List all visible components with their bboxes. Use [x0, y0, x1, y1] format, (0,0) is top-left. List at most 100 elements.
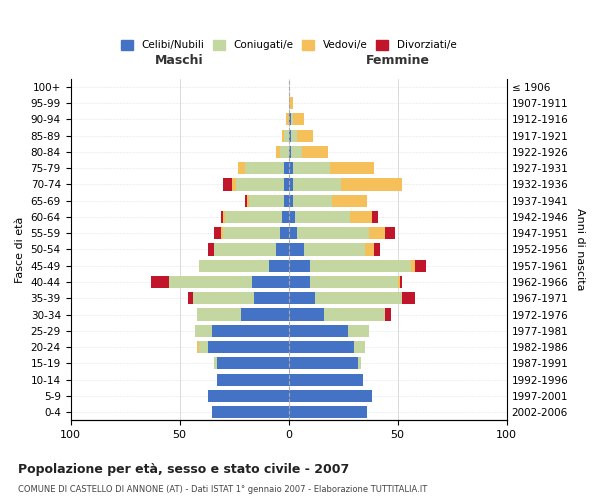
Bar	[269, 260, 289, 272]
Bar	[289, 357, 358, 370]
Text: Popolazione per età, sesso e stato civile - 2007: Popolazione per età, sesso e stato civil…	[18, 462, 349, 475]
Bar	[291, 146, 302, 158]
Bar	[295, 211, 350, 223]
Bar	[289, 130, 291, 141]
Bar	[385, 227, 395, 239]
Bar	[289, 292, 315, 304]
Bar	[226, 211, 282, 223]
Text: Femmine: Femmine	[365, 54, 430, 68]
Text: Maschi: Maschi	[155, 54, 204, 68]
Bar	[347, 324, 370, 337]
Bar	[293, 114, 304, 126]
Bar	[275, 244, 289, 256]
Bar	[245, 162, 284, 174]
Bar	[289, 146, 291, 158]
Bar	[289, 194, 293, 207]
Bar	[195, 324, 212, 337]
Bar	[214, 244, 275, 256]
Bar	[247, 194, 250, 207]
Bar	[365, 244, 374, 256]
Bar	[208, 390, 289, 402]
Bar	[232, 178, 236, 190]
Bar	[289, 244, 304, 256]
Bar	[217, 374, 289, 386]
Bar	[286, 114, 289, 126]
Bar	[341, 178, 402, 190]
Bar	[289, 114, 291, 126]
Bar	[302, 146, 328, 158]
Bar	[214, 227, 221, 239]
Bar	[323, 308, 385, 320]
Bar	[208, 341, 289, 353]
Bar	[289, 324, 347, 337]
Bar	[298, 227, 370, 239]
Bar	[289, 406, 367, 418]
Bar	[293, 178, 341, 190]
Bar	[169, 276, 251, 288]
Bar	[289, 341, 354, 353]
Bar	[400, 276, 402, 288]
Bar	[310, 260, 411, 272]
Bar	[214, 357, 217, 370]
Bar	[238, 162, 245, 174]
Bar	[411, 260, 415, 272]
Bar	[289, 97, 293, 109]
Bar	[298, 130, 313, 141]
Bar	[370, 227, 385, 239]
Bar	[289, 276, 310, 288]
Text: COMUNE DI CASTELLO DI ANNONE (AT) - Dati ISTAT 1° gennaio 2007 - Elaborazione TU: COMUNE DI CASTELLO DI ANNONE (AT) - Dati…	[18, 486, 427, 494]
Bar	[415, 260, 426, 272]
Bar	[350, 211, 371, 223]
Bar	[208, 244, 214, 256]
Bar	[212, 406, 289, 418]
Bar	[284, 194, 289, 207]
Bar	[197, 341, 199, 353]
Bar	[223, 178, 232, 190]
Bar	[250, 194, 284, 207]
Bar	[251, 276, 289, 288]
Bar	[223, 227, 280, 239]
Bar	[332, 194, 367, 207]
Bar	[221, 211, 223, 223]
Bar	[374, 244, 380, 256]
Bar	[236, 178, 284, 190]
Bar	[217, 357, 289, 370]
Bar	[284, 162, 289, 174]
Bar	[199, 260, 269, 272]
Bar	[291, 114, 293, 126]
Bar	[398, 276, 400, 288]
Bar	[223, 211, 226, 223]
Bar	[282, 211, 289, 223]
Bar	[358, 357, 361, 370]
Bar	[315, 292, 402, 304]
Bar	[289, 260, 310, 272]
Bar	[280, 227, 289, 239]
Y-axis label: Fasce di età: Fasce di età	[15, 216, 25, 282]
Bar	[289, 162, 293, 174]
Bar	[402, 292, 415, 304]
Bar	[291, 130, 298, 141]
Y-axis label: Anni di nascita: Anni di nascita	[575, 208, 585, 290]
Bar	[289, 178, 293, 190]
Bar	[293, 162, 330, 174]
Bar	[245, 194, 247, 207]
Bar	[284, 178, 289, 190]
Bar	[354, 341, 365, 353]
Bar	[221, 227, 223, 239]
Bar	[280, 146, 289, 158]
Bar	[199, 341, 208, 353]
Legend: Celibi/Nubili, Coniugati/e, Vedovi/e, Divorziati/e: Celibi/Nubili, Coniugati/e, Vedovi/e, Di…	[116, 36, 461, 54]
Bar	[293, 194, 332, 207]
Bar	[289, 374, 363, 386]
Bar	[289, 390, 371, 402]
Bar	[212, 324, 289, 337]
Bar	[193, 292, 254, 304]
Bar	[254, 292, 289, 304]
Bar	[289, 211, 295, 223]
Bar	[275, 146, 280, 158]
Bar	[304, 244, 365, 256]
Bar	[151, 276, 169, 288]
Bar	[289, 227, 298, 239]
Bar	[310, 276, 398, 288]
Bar	[241, 308, 289, 320]
